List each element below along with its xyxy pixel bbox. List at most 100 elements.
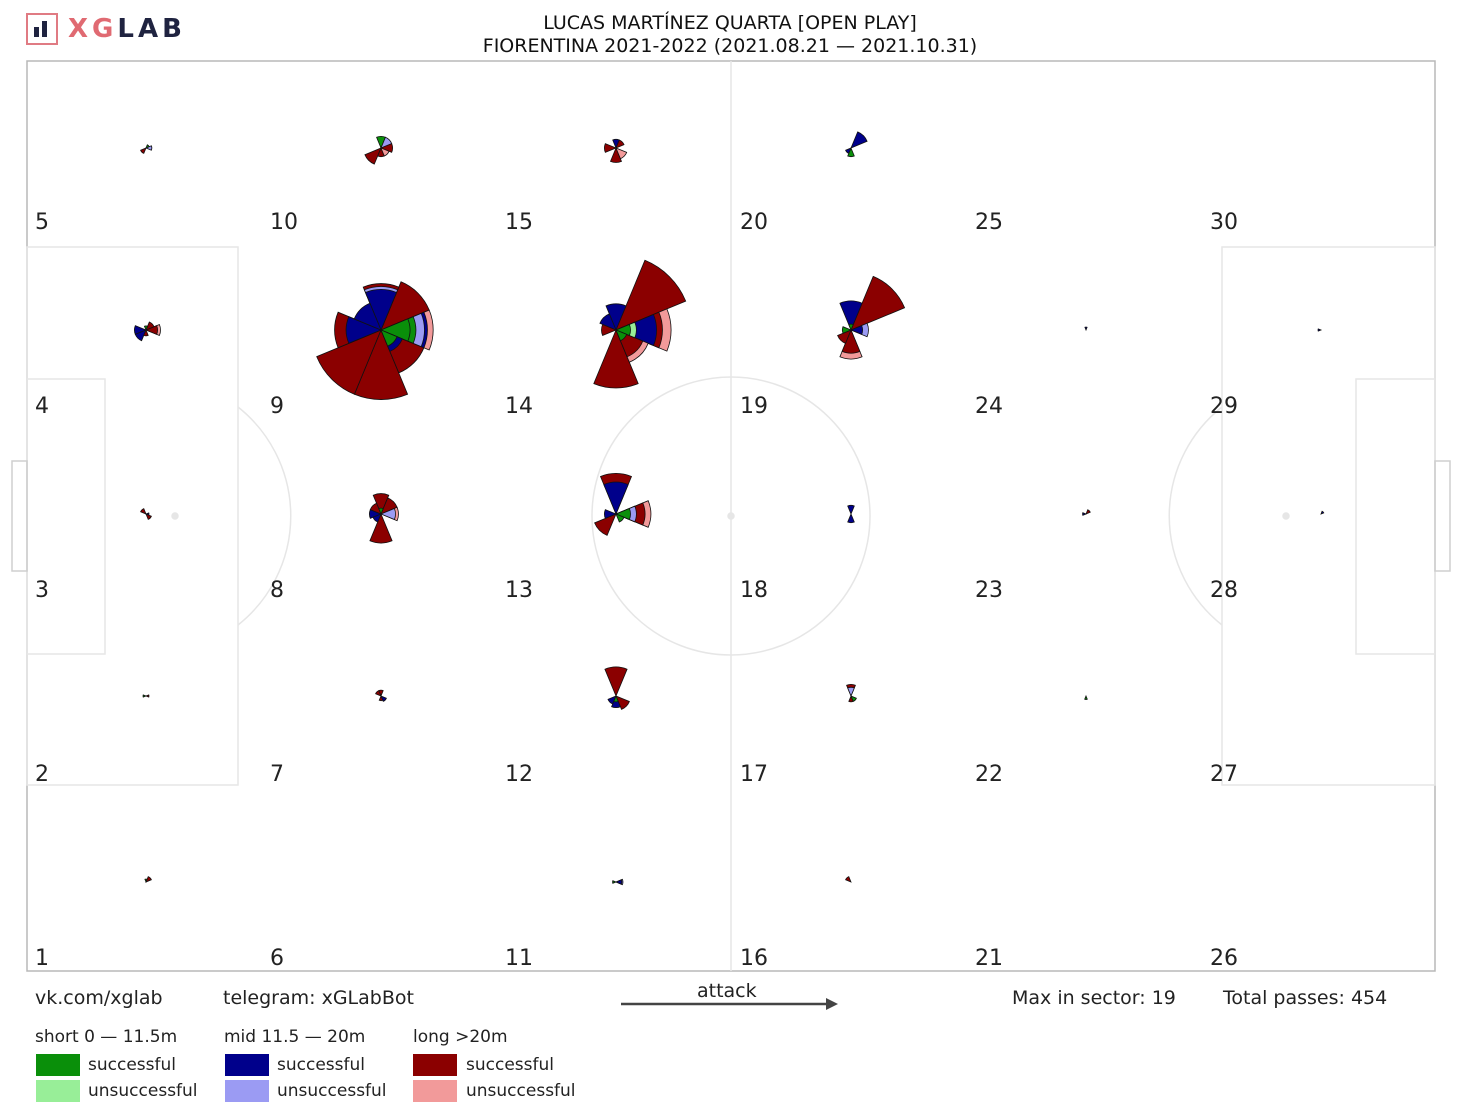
legend-long-title: long >20m — [413, 1027, 508, 1047]
zone-label-14: 14 — [505, 394, 533, 419]
rose-wedge-19-s-long-s — [841, 328, 861, 354]
logo-xg: XG — [68, 14, 118, 44]
zone-label-12: 12 — [505, 762, 533, 787]
rose-wedge-8-n-long-s — [372, 493, 390, 516]
rose-wedge-3-nw-long-s — [140, 508, 147, 515]
rose-wedge-20-sw-mid-s — [845, 147, 852, 154]
zone-label-24: 24 — [975, 394, 1003, 419]
rose-wedge-23-w-mid-s — [1082, 512, 1088, 516]
zone-label-28: 28 — [1210, 578, 1238, 603]
rose-wedge-12-se-long-s — [615, 695, 630, 710]
legend-long-unsuccessful-swatch — [413, 1080, 457, 1102]
right-goal — [1434, 460, 1451, 572]
pass-rose-zone-20 — [845, 131, 868, 158]
legend-short-successful-swatch — [36, 1054, 80, 1076]
logo-bars-icon — [26, 13, 58, 45]
legend-mid-title: mid 11.5 — 20m — [224, 1027, 366, 1047]
rose-wedge-9-se-short-s — [380, 329, 398, 347]
zone-label-4: 4 — [35, 394, 49, 419]
center-spot — [727, 512, 735, 520]
pass-rose-zone-2 — [142, 694, 150, 698]
pass-rose-zone-4 — [134, 321, 161, 342]
pass-rose-zone-28 — [1320, 510, 1325, 515]
rose-wedge-28-ne-mid-s — [1320, 510, 1325, 515]
legend-mid-unsuccessful-swatch — [225, 1080, 269, 1102]
pass-rose-zone-9 — [316, 281, 434, 400]
legend-long-successful-label: successful — [466, 1055, 554, 1075]
rose-wedge-14-ne-long-s — [615, 259, 687, 331]
rose-wedge-8-n-short-s — [378, 507, 384, 516]
rose-wedge-17-se-short-s — [850, 695, 857, 702]
right-penalty-arc — [1168, 406, 1223, 626]
rose-wedge-7-se-mid-s — [380, 695, 387, 702]
pass-rose-zone-24 — [1084, 326, 1088, 332]
rose-wedge-14-se-short-s — [615, 329, 628, 342]
legend-mid-successful-swatch — [225, 1054, 269, 1076]
rose-wedge-19-w-short-s — [841, 326, 853, 334]
rose-wedge-10-se-long-f — [380, 147, 390, 157]
rose-wedge-19-ne-long-s — [850, 275, 906, 331]
rose-wedge-29-w-mid-s — [1317, 328, 1323, 332]
zone-label-2: 2 — [35, 762, 49, 787]
rose-wedge-13-e-short-s — [614, 507, 631, 521]
chart-title: LUCAS MARTÍNEZ QUARTA [OPEN PLAY] — [543, 12, 917, 34]
rose-wedge-1-ne-long-s — [145, 876, 152, 883]
rose-wedge-19-sw-long-s — [837, 329, 852, 344]
legend-short-unsuccessful-label: unsuccessful — [88, 1081, 198, 1101]
rose-wedge-9-w-mid-s — [345, 316, 383, 344]
zone-label-21: 21 — [975, 946, 1003, 971]
pass-rose-zone-7 — [375, 689, 387, 702]
rose-wedge-5-sw-long-s — [140, 147, 147, 154]
zone-label-22: 22 — [975, 762, 1003, 787]
zone-label-9: 9 — [270, 394, 284, 419]
rose-wedge-20-ne-mid-s — [850, 131, 868, 149]
rose-wedge-19-e-mid-s — [849, 325, 863, 335]
zone-label-11: 11 — [505, 946, 533, 971]
rose-wedge-14-n-mid-s — [605, 303, 627, 332]
rose-wedge-13-w-mid-s — [604, 509, 618, 519]
rose-wedge-18-n-mid-s — [847, 504, 855, 516]
legend-short-successful-label: successful — [88, 1055, 176, 1075]
right-penalty-spot — [1282, 512, 1290, 520]
telegram-link[interactable]: telegram: xGLabBot — [223, 987, 414, 1009]
left-penalty-spot — [171, 512, 179, 520]
pass-rose-zone-10 — [364, 136, 393, 165]
zone-label-6: 6 — [270, 946, 284, 971]
rose-wedge-11-w-short-s — [612, 880, 618, 884]
rose-wedge-15-se-long-f — [615, 147, 628, 160]
zone-label-30: 30 — [1210, 210, 1238, 235]
legend-mid-successful-label: successful — [277, 1055, 365, 1075]
rose-wedge-9-n-mid-s — [364, 289, 398, 332]
rose-wedge-19-n-short-s — [848, 323, 854, 332]
legend-mid-unsuccessful-label: unsuccessful — [277, 1081, 387, 1101]
rose-wedge-10-sw-long-s — [364, 147, 382, 165]
pass-rose-zone-13 — [594, 473, 652, 536]
legend-short-title: short 0 — 11.5m — [35, 1027, 178, 1047]
rose-wedge-1-n-short-s — [144, 878, 148, 884]
rose-wedge-5-e-mid-f — [144, 145, 153, 151]
pass-rose-zone-3 — [140, 508, 152, 520]
right-six-yard-box — [1355, 378, 1436, 655]
rose-wedge-16-nw-long-s — [845, 876, 852, 883]
rose-wedge-4-ne-long-s — [145, 321, 155, 331]
rose-wedge-12-sw-mid-s — [607, 695, 617, 705]
max-in-sector: Max in sector: 19 — [1012, 987, 1176, 1009]
rose-wedge-4-s-long-s — [143, 328, 149, 337]
vk-link[interactable]: vk.com/xglab — [35, 987, 163, 1009]
rose-wedge-14-e-short-s — [614, 323, 631, 337]
rose-wedge-9-sw-long-s — [316, 329, 382, 395]
logo-lab: LAB — [117, 14, 186, 44]
pass-rose-zone-19 — [837, 275, 906, 360]
zone-label-5: 5 — [35, 210, 49, 235]
rose-wedge-10-e-long-s — [379, 143, 393, 153]
rose-wedge-24-n-mid-s — [1084, 326, 1088, 332]
zone-label-18: 18 — [740, 578, 768, 603]
left-penalty-box — [26, 246, 239, 786]
pass-rose-zone-1 — [144, 876, 152, 884]
pass-rose-zone-14 — [593, 259, 687, 389]
legend-long-unsuccessful-label: unsuccessful — [466, 1081, 576, 1101]
zone-label-25: 25 — [975, 210, 1003, 235]
rose-wedge-22-s-short-s — [1084, 694, 1088, 700]
rose-wedge-13-n-mid-s — [603, 481, 629, 516]
rose-wedge-14-s-long-s — [593, 328, 639, 389]
